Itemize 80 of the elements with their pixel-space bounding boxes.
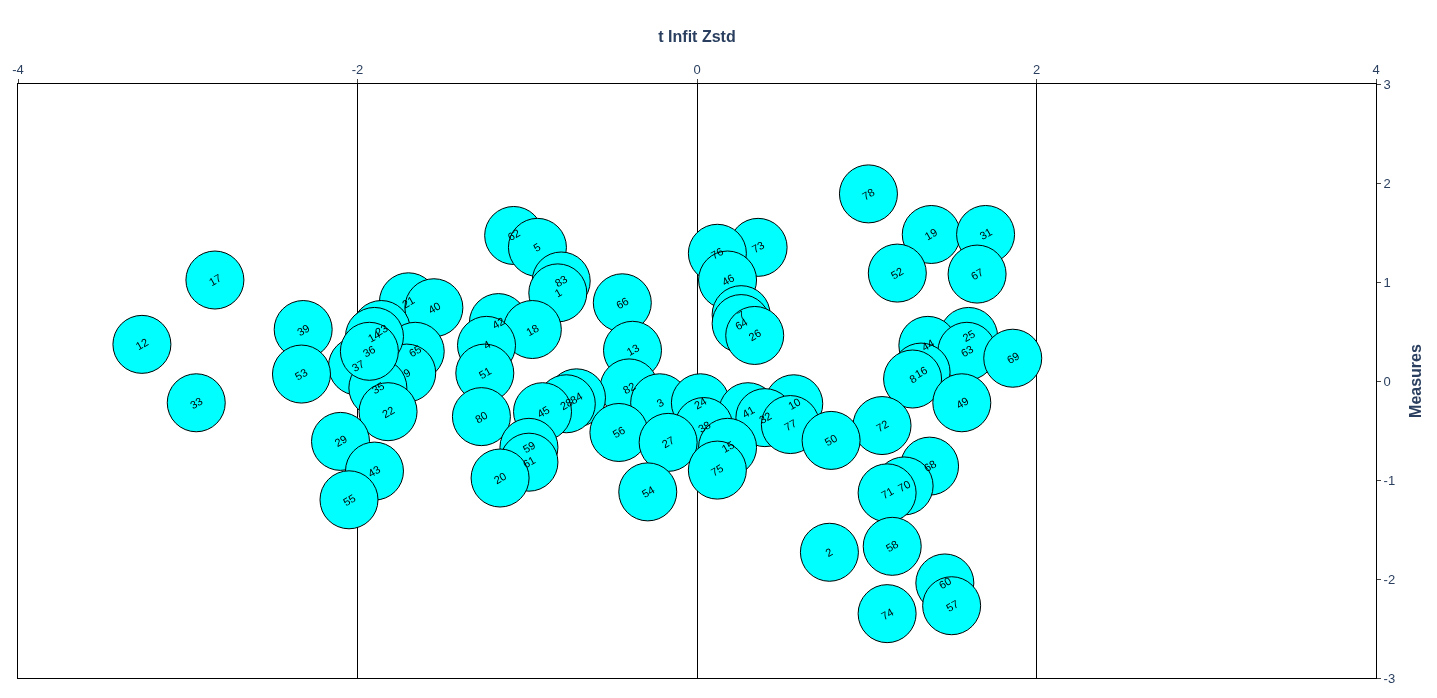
- annotation: 77: [782, 416, 799, 434]
- annotation: 12: [133, 335, 151, 353]
- annotation: 80: [473, 408, 490, 426]
- y-tick-label: -1: [1383, 472, 1396, 488]
- annotation: 82: [620, 379, 638, 397]
- annotation: 15: [719, 438, 737, 456]
- annotation: 67: [968, 265, 986, 283]
- annotation: 72: [874, 417, 891, 435]
- annotation: 42: [490, 314, 507, 332]
- annotation: 62: [505, 226, 523, 244]
- y-tick-label: -2: [1383, 571, 1396, 587]
- y-tick-label: 2: [1383, 175, 1391, 191]
- annotation: 22: [379, 403, 397, 421]
- annotation: 75: [708, 461, 726, 479]
- annotation: 78: [859, 185, 877, 203]
- annotation: 29: [332, 432, 350, 450]
- x-tick-label: -2: [351, 61, 364, 77]
- annotation: 40: [425, 299, 443, 317]
- y-tick-label: 0: [1383, 373, 1391, 389]
- annotation: 73: [749, 238, 767, 256]
- annotation: 58: [883, 537, 901, 555]
- y-tick-label: 3: [1383, 76, 1391, 92]
- annotation: 36: [360, 342, 378, 360]
- annotation: 70: [895, 477, 913, 495]
- annotation: 3: [654, 396, 666, 410]
- annotation: 56: [610, 423, 628, 441]
- annotation: 51: [476, 364, 494, 382]
- annotation: 46: [719, 271, 737, 288]
- annotation: 4: [481, 338, 493, 352]
- annotation: 21: [399, 293, 417, 311]
- annotation: 50: [822, 431, 840, 449]
- annotation: 20: [491, 469, 509, 487]
- annotation: 10: [785, 395, 803, 413]
- annotation: 61: [520, 453, 538, 471]
- annotation: 37: [349, 357, 367, 374]
- x-tick-label: 2: [1032, 61, 1041, 77]
- annotation: 19: [922, 225, 940, 243]
- annotation: 63: [958, 342, 976, 360]
- annotation: 55: [340, 491, 358, 509]
- annotation: 31: [977, 225, 995, 243]
- annotation: 5: [531, 240, 543, 254]
- annotation: 71: [878, 484, 896, 502]
- annotation: 25: [960, 327, 978, 345]
- annotation: 24: [691, 394, 709, 412]
- annotation: 53: [292, 365, 310, 383]
- x-tick-label: 0: [693, 61, 701, 77]
- annotation: 44: [919, 336, 937, 354]
- y-axis-title: Measures: [1406, 343, 1424, 418]
- annotation: 26: [746, 326, 764, 344]
- annotation: 52: [888, 264, 906, 282]
- annotation: 2: [823, 545, 835, 559]
- annotation: 57: [943, 597, 961, 614]
- annotation: 39: [295, 321, 312, 339]
- annotation: 69: [1004, 349, 1022, 367]
- annotation: 17: [206, 271, 224, 289]
- annotation: 38: [696, 418, 713, 436]
- annotation: 9: [401, 366, 413, 380]
- annotation: 41: [739, 403, 757, 421]
- annotation: 54: [639, 483, 657, 501]
- annotation: 13: [624, 341, 642, 358]
- annotation: 76: [708, 244, 726, 262]
- annotation: 59: [520, 438, 538, 456]
- annotation: 45: [534, 403, 552, 420]
- annotation: 66: [613, 294, 631, 312]
- annotation: 74: [878, 605, 896, 623]
- x-tick-label: -4: [12, 61, 24, 77]
- y-tick-label: 1: [1383, 274, 1391, 290]
- annotation: 18: [524, 321, 541, 339]
- annotation: 33: [187, 394, 205, 412]
- y-tick-label: -3: [1383, 670, 1396, 686]
- annotation: 68: [921, 457, 939, 474]
- annotation: 43: [365, 462, 383, 480]
- annotation: 65: [406, 342, 424, 360]
- annotation: 60: [936, 574, 954, 592]
- annotation: 49: [953, 394, 971, 412]
- x-axis-title: t Infit Zstd: [658, 27, 736, 45]
- annotation: 32: [756, 409, 774, 427]
- x-tick-label: 4: [1372, 61, 1380, 77]
- annotation: 27: [659, 433, 677, 451]
- annotation: 35: [369, 379, 387, 397]
